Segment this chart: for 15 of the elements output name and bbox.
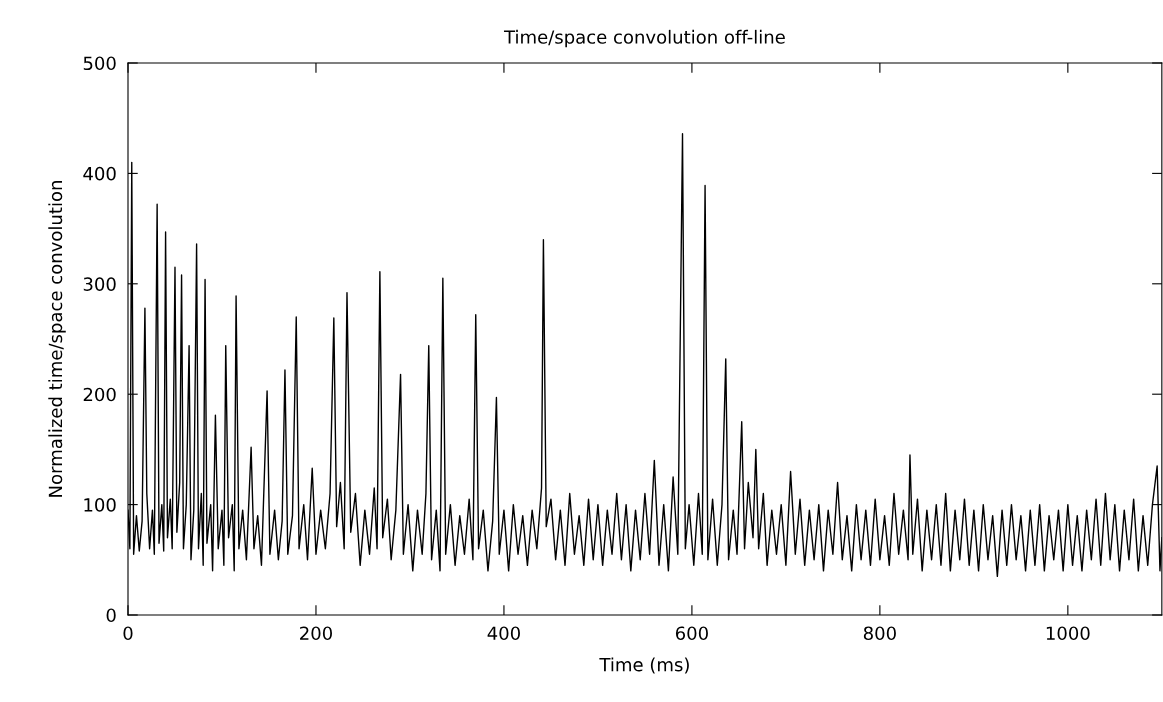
y-axis-title: Normalized time/space convolution — [48, 181, 66, 497]
x-tick-label: 0 — [123, 626, 133, 641]
x-tick-label: 600 — [675, 626, 708, 641]
x-axis-title: Time (ms) — [599, 657, 689, 674]
y-tick-label: 500 — [83, 56, 116, 71]
y-tick-label: 400 — [83, 166, 116, 181]
y-tick-label: 0 — [106, 608, 116, 623]
x-tick-label: 400 — [487, 626, 520, 641]
x-tick-label: 200 — [300, 626, 332, 641]
y-tick-label: 300 — [83, 277, 116, 291]
y-tick-label: 100 — [84, 498, 116, 512]
y-tick-label: 200 — [83, 387, 116, 402]
x-tick-label: 800 — [863, 626, 896, 641]
chart-title: Time/space convolution off-line — [503, 29, 785, 48]
x-tick-label: 1000 — [1046, 626, 1090, 641]
